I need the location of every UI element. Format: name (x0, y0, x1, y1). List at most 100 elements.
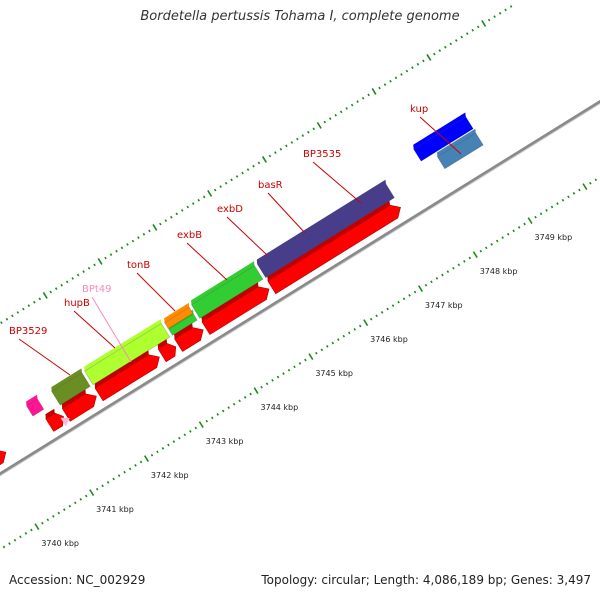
outer-ring-minor-tick (394, 76, 398, 80)
outer-ring-minor-tick (356, 100, 359, 104)
inner-ring-minor-tick (46, 518, 50, 522)
tick-label: 3747 kbp (425, 301, 463, 310)
inner-ring-minor-tick (271, 379, 274, 382)
inner-ring-minor-tick (79, 498, 82, 501)
inner-ring-minor-tick (249, 392, 252, 396)
gene-label: BPt49 (82, 284, 112, 295)
outer-ring-minor-tick (159, 222, 162, 226)
inner-ring-minor-tick (161, 447, 165, 450)
outer-ring-minor-tick (378, 86, 381, 90)
inner-ring-minor-tick (134, 464, 137, 467)
inner-ring-minor-tick (320, 348, 324, 352)
outer-ring-minor-tick (383, 83, 387, 87)
inner-ring-minor-tick (84, 494, 88, 498)
inner-ring-minor-tick (123, 470, 126, 474)
inner-ring-minor-tick (194, 426, 198, 430)
inner-ring-major-tick (34, 523, 40, 530)
outer-ring-minor-tick (191, 202, 195, 206)
inner-ring-minor-tick (556, 202, 559, 205)
tick-label: 3741 kbp (96, 505, 134, 514)
gene-label-leader (73, 310, 116, 349)
outer-ring-minor-tick (323, 120, 327, 124)
inner-ring-minor-tick (413, 290, 417, 294)
inner-ring-minor-tick (572, 192, 576, 195)
inner-ring-minor-tick (457, 263, 461, 267)
cds-arrow-top-face (61, 389, 86, 409)
inner-ring-minor-tick (402, 297, 406, 301)
trna-box-top-face (26, 394, 38, 406)
inner-ring-minor-tick (150, 453, 154, 457)
cds-arrow (201, 286, 270, 335)
gene-box (164, 306, 194, 330)
outer-ring-minor-tick (181, 209, 184, 212)
inner-ring-minor-tick (52, 515, 55, 518)
outer-ring-minor-tick (82, 270, 85, 274)
gene-box-unlabeled (413, 116, 474, 162)
inner-ring-minor-tick (232, 402, 236, 406)
outer-ring-minor-tick (65, 280, 69, 284)
gene-box (84, 323, 171, 386)
outer-ring-minor-tick (27, 304, 31, 308)
inner-ring-minor-tick (128, 467, 132, 471)
gene-box-unlabeled (436, 132, 484, 170)
inner-ring-minor-tick (331, 341, 335, 345)
outer-ring-minor-tick (197, 198, 200, 202)
gene-label: tonB (127, 260, 150, 271)
map-title: Bordetella pertussis Tohama I, complete … (140, 9, 460, 24)
outer-ring-minor-tick (444, 45, 447, 49)
outer-ring-minor-tick (0, 321, 3, 325)
inner-ring-minor-tick (106, 481, 110, 484)
outer-ring-major-tick (207, 190, 213, 197)
outer-ring-minor-tick (76, 273, 80, 277)
cds-arrow-top-face (157, 339, 168, 349)
inner-ring-minor-tick (189, 430, 192, 433)
gene-label-leader (186, 242, 228, 281)
outer-ring-minor-tick (290, 141, 294, 144)
gene-box-top-face (191, 261, 255, 305)
inner-ring-minor-tick (369, 317, 373, 321)
inner-ring-minor-tick (30, 528, 33, 532)
outer-ring-minor-tick (115, 249, 118, 253)
gene-label: exbD (217, 204, 243, 215)
inner-ring-minor-tick (578, 188, 581, 192)
inner-ring-minor-tick (112, 477, 115, 481)
inner-ring-minor-tick (210, 416, 214, 420)
inner-ring-minor-tick (446, 270, 450, 273)
cds-arrow (267, 204, 401, 295)
inner-ring-minor-tick (589, 181, 592, 185)
outer-ring-major-tick (42, 292, 48, 299)
outer-ring-minor-tick (498, 11, 502, 15)
inner-ring-minor-tick (243, 396, 247, 399)
inner-ring-minor-tick (156, 450, 159, 454)
inner-ring-minor-tick (435, 277, 439, 280)
inner-ring-minor-tick (117, 474, 121, 477)
outer-ring-major-tick (316, 122, 322, 129)
outer-ring-major-tick (97, 258, 103, 265)
cds-arrow-top-face (94, 350, 149, 389)
outer-ring-minor-tick (389, 79, 392, 83)
inner-ring-major-tick (417, 285, 424, 292)
inner-ring-minor-tick (561, 198, 565, 202)
inner-ring-minor-tick (276, 375, 280, 379)
outer-ring-major-tick (426, 54, 432, 61)
inner-ring-minor-tick (523, 222, 526, 226)
inner-ring-minor-tick (8, 542, 11, 545)
outer-ring-minor-tick (487, 18, 491, 22)
gene-label-leader (226, 216, 268, 256)
outer-ring-major-tick (481, 20, 487, 27)
outer-ring-minor-tick (416, 62, 420, 66)
gene-box (51, 372, 91, 406)
outer-ring-minor-tick (38, 297, 42, 301)
inner-ring-minor-tick (512, 229, 515, 233)
inner-ring-minor-tick (484, 246, 488, 250)
tick-label: 3742 kbp (151, 471, 189, 480)
inner-ring-minor-tick (183, 433, 187, 437)
inner-ring-minor-tick (594, 178, 598, 182)
outer-ring-minor-tick (268, 154, 272, 158)
inner-ring-minor-tick (567, 195, 570, 199)
outer-ring-minor-tick (93, 263, 96, 267)
outer-ring-minor-tick (279, 147, 283, 151)
tick-label: 3746 kbp (370, 335, 408, 344)
